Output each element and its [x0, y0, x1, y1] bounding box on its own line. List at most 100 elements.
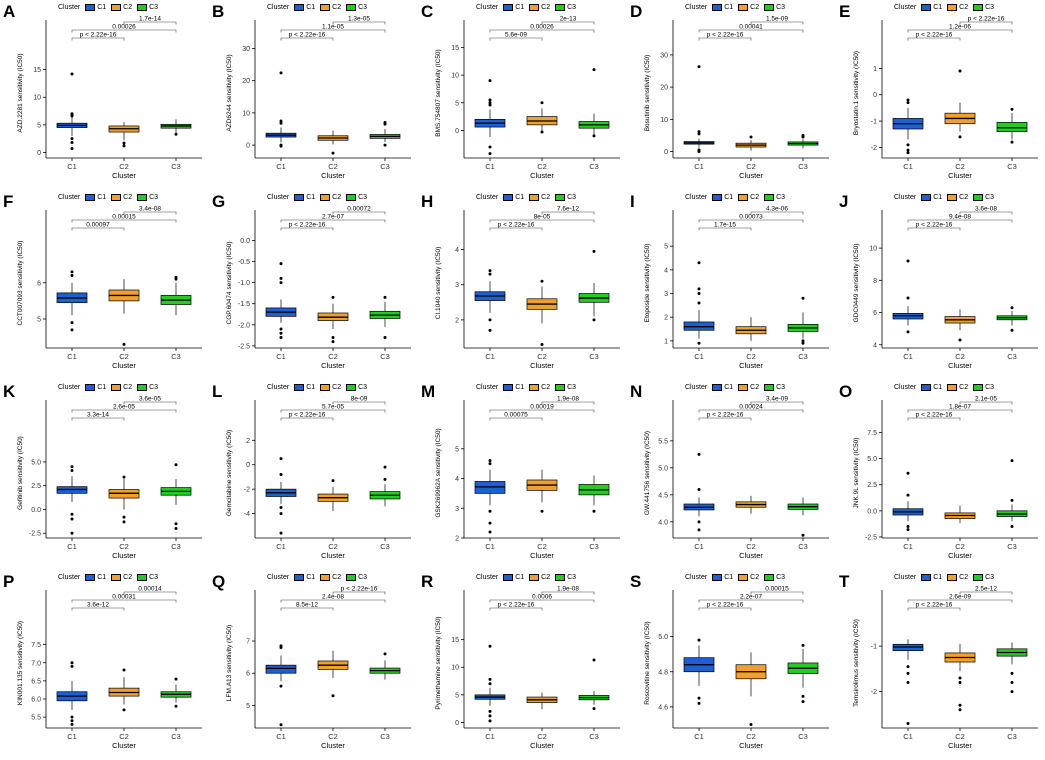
- legend-swatch-c1: [85, 384, 96, 391]
- legend-title: Cluster: [267, 384, 290, 391]
- box-c1: [683, 638, 715, 705]
- legend-label-c3: C3: [358, 574, 368, 581]
- panel-label: G: [212, 192, 226, 211]
- panel-label: J: [839, 192, 849, 211]
- legend-swatch-c3: [137, 4, 148, 11]
- comparison-bracket: p < 2.22e-16: [698, 32, 752, 41]
- outlier-point: [1010, 140, 1014, 144]
- p-value-label: 3.3e-14: [87, 412, 109, 419]
- outlier-point: [279, 144, 283, 148]
- x-tick-label: C2: [328, 352, 338, 361]
- outlier-point: [488, 459, 492, 463]
- outlier-point: [592, 318, 596, 322]
- x-tick-label: C3: [1007, 352, 1017, 361]
- outlier-point: [592, 249, 596, 253]
- legend-swatch-c1: [503, 574, 514, 581]
- bracket-line: [280, 227, 334, 231]
- chart-panel-m: 2 3 4 5 C1 C2 C3 Cluster GSK269962A sensitivity …: [418, 380, 627, 570]
- outlier-point: [279, 281, 283, 285]
- bracket-line: [123, 401, 177, 405]
- x-axis-title: Cluster: [739, 741, 763, 750]
- p-value-label: 0.00073: [739, 214, 763, 221]
- comparison-bracket: 0.0006: [489, 594, 595, 603]
- y-axis-title: Bosutinib sensitivity (IC50): [644, 55, 651, 132]
- comparison-bracket: 2.2e-07: [698, 594, 804, 603]
- outlier-point: [540, 101, 544, 105]
- legend-swatch-c3: [137, 194, 148, 201]
- comparison-bracket: p < 2.22e-16: [907, 222, 961, 231]
- x-tick-label: C3: [589, 542, 599, 551]
- comparison-bracket: 0.00026: [71, 24, 177, 33]
- p-value-label: p < 2.22e-16: [80, 32, 117, 39]
- x-axis-title: Cluster: [321, 171, 345, 180]
- legend-swatch-c1: [921, 4, 932, 11]
- legend-swatch-c2: [947, 4, 958, 11]
- outlier-point: [279, 457, 283, 461]
- outlier-point: [383, 121, 387, 125]
- legend-swatch-c2: [529, 4, 540, 11]
- box-c3: [578, 68, 610, 138]
- legend-swatch-c1: [294, 384, 305, 391]
- legend: Cluster C1 C2 C3: [685, 194, 788, 201]
- plot-svg: 2 3 4 C1 C2 C3 Cluster CI.1040 sensitivity (IC5…: [435, 206, 620, 370]
- outlier-point: [70, 722, 74, 726]
- legend-label-c1: C1: [724, 4, 734, 11]
- y-axis-title: KIN001.135 sensitivity (IC50): [17, 621, 24, 705]
- chart-panel-n: 4.0 4.5 5.0 5.5 C1 C2 C3 Cluster GW.441756 sensi…: [627, 380, 836, 570]
- y-tick-label: 0: [246, 143, 250, 150]
- x-tick-label: C2: [119, 732, 129, 741]
- y-tick-label: 15: [33, 67, 41, 74]
- bracket-line: [907, 607, 961, 611]
- y-tick-label: 15: [451, 45, 459, 52]
- y-tick-label: 2: [664, 315, 668, 322]
- comparison-bracket: p < 2.22e-16: [280, 222, 334, 231]
- bracket-line: [698, 29, 804, 33]
- comparison-bracket: 1.8e-07: [907, 404, 1013, 413]
- p-value-label: 2.6e-09: [949, 594, 971, 601]
- y-tick-label: 0: [873, 92, 877, 99]
- legend-swatch-c2: [738, 574, 749, 581]
- outlier-point: [958, 681, 962, 685]
- outlier-point: [488, 462, 492, 466]
- box-c2: [108, 122, 140, 148]
- legend-label-c1: C1: [724, 384, 734, 391]
- comparison-bracket: 0.00073: [698, 214, 804, 223]
- y-tick-label: 5.5: [658, 438, 668, 445]
- bracket-line: [489, 599, 595, 603]
- legend-label-c2: C2: [123, 384, 133, 391]
- legend-label-c1: C1: [724, 194, 734, 201]
- bracket-line: [280, 29, 386, 33]
- x-axis-title: Cluster: [948, 361, 972, 370]
- x-tick-label: C1: [67, 542, 77, 551]
- legend: Cluster C1 C2 C3: [685, 384, 788, 391]
- legend-label-c1: C1: [97, 384, 107, 391]
- comparison-bracket: 1.7e-15: [698, 222, 752, 231]
- p-value-label: 1.8e-07: [949, 404, 971, 411]
- box-c1: [56, 661, 88, 726]
- bracket-line: [332, 211, 386, 215]
- y-axis-title: CCT007093 sensitivity (IC50): [17, 241, 24, 326]
- comparison-bracket: 9.4e-08: [907, 214, 1013, 223]
- outlier-point: [70, 715, 74, 719]
- outlier-point: [592, 134, 596, 138]
- bracket-line: [123, 211, 177, 215]
- legend: Cluster C1 C2 C3: [58, 384, 161, 391]
- legend-swatch-c3: [764, 384, 775, 391]
- legend: Cluster C1 C2 C3: [476, 4, 579, 11]
- p-value-label: 2.2e-07: [740, 594, 762, 601]
- legend-title: Cluster: [476, 574, 499, 581]
- x-axis-title: Cluster: [948, 171, 972, 180]
- y-tick-label: 2.5: [31, 483, 41, 490]
- y-tick-label: 2: [455, 317, 459, 324]
- x-tick-label: C2: [537, 732, 547, 741]
- y-tick-label: 5.0: [658, 634, 668, 641]
- y-tick-label: 20: [242, 78, 250, 85]
- outlier-point: [906, 528, 910, 532]
- legend-label-c2: C2: [750, 4, 760, 11]
- outlier-point: [801, 296, 805, 300]
- p-value-label: 0.00075: [504, 412, 528, 419]
- x-axis-title: Cluster: [948, 551, 972, 560]
- outlier-point: [122, 141, 126, 145]
- comparison-bracket: p < 2.22e-16: [489, 222, 543, 231]
- x-tick-label: C1: [276, 542, 286, 551]
